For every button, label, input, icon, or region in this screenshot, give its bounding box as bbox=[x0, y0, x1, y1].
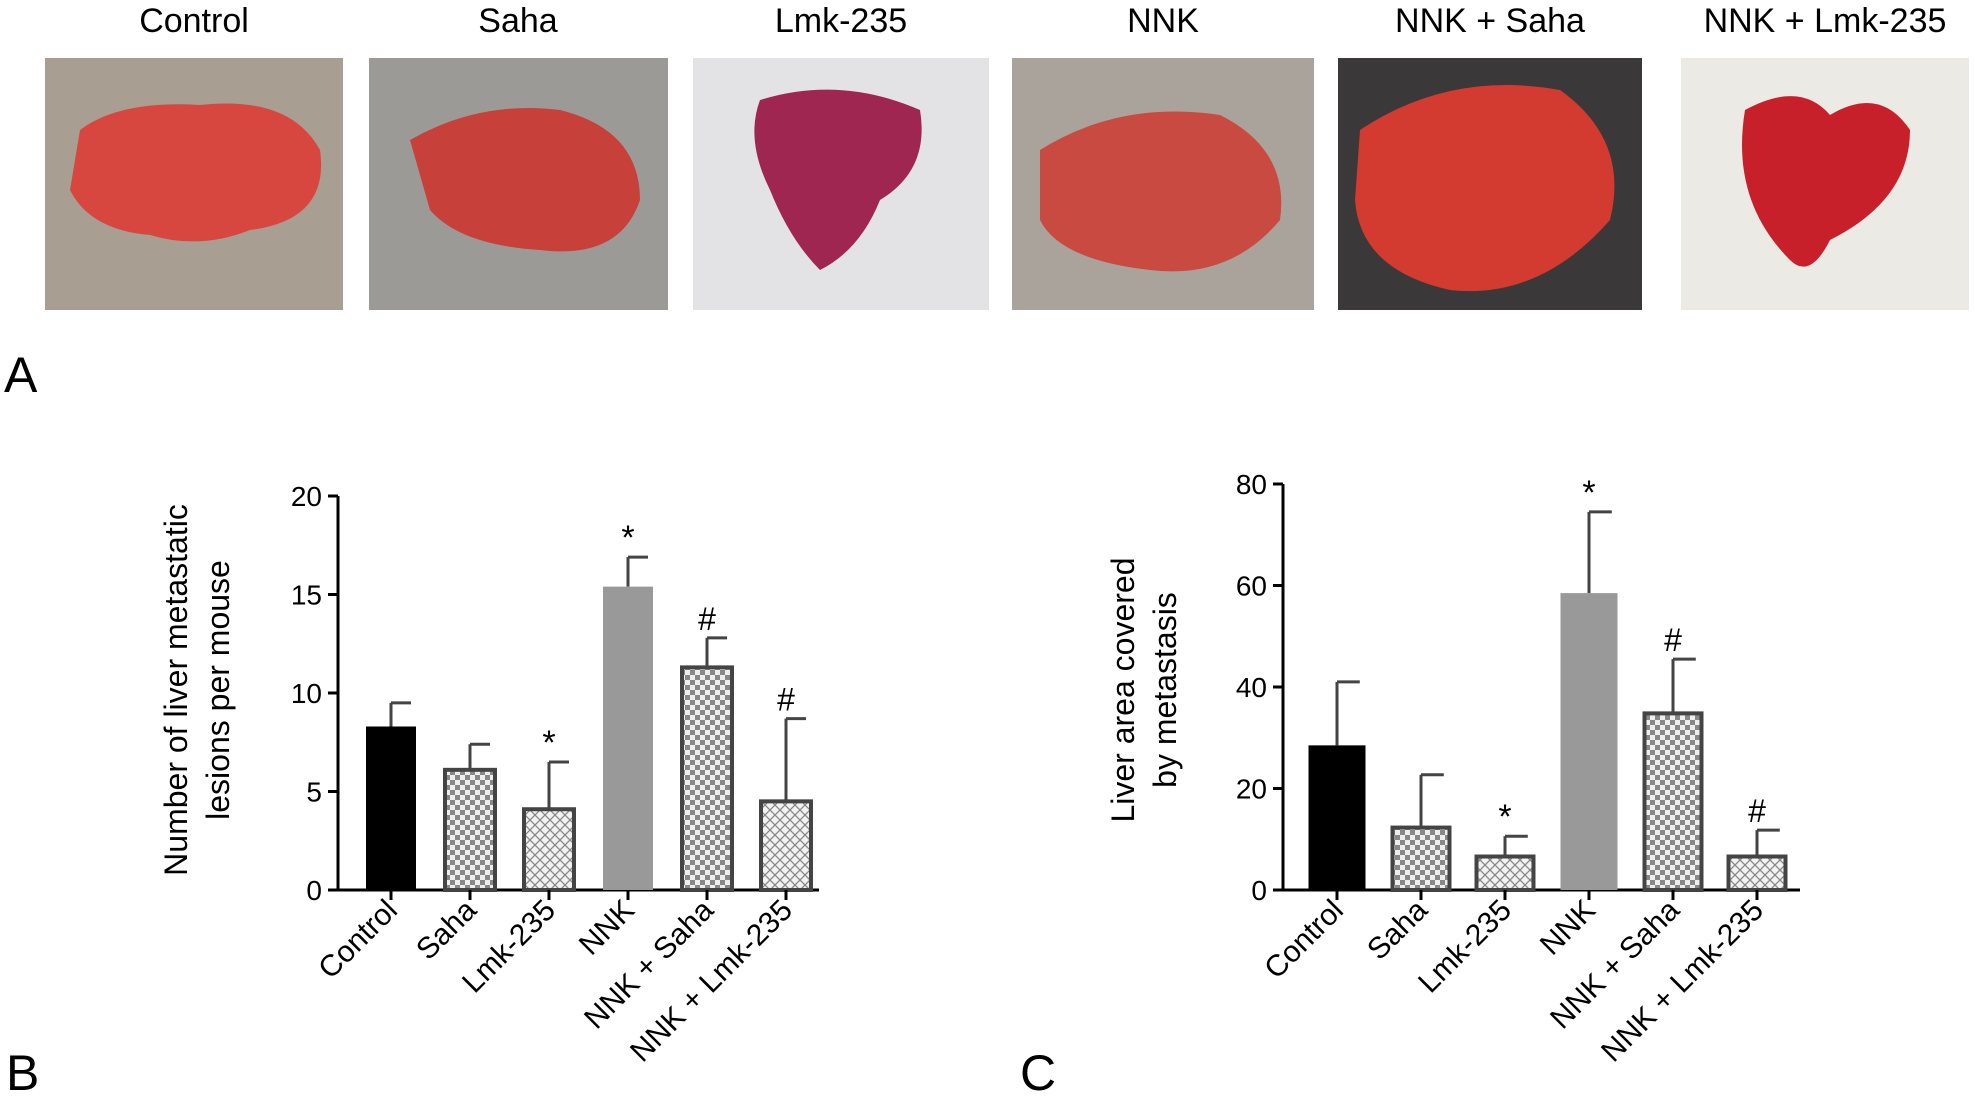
y-axis-label-line: lesions per mouse bbox=[200, 560, 236, 820]
photo bbox=[1012, 58, 1314, 310]
y-axis-label-line: by metastasis bbox=[1147, 592, 1183, 788]
y-axis-label-line: Number of liver metastatic bbox=[158, 504, 194, 876]
bar bbox=[603, 586, 653, 890]
x-tick-label: Control bbox=[1258, 894, 1350, 986]
bar bbox=[759, 799, 813, 892]
annotation: # bbox=[698, 601, 716, 637]
photo-caption: NNK + Saha bbox=[1395, 2, 1585, 40]
x-tick-label: Saha bbox=[410, 893, 483, 966]
bar bbox=[522, 807, 576, 892]
bar bbox=[1726, 854, 1788, 893]
y-tick-label: 5 bbox=[306, 777, 322, 808]
photo-caption: NNK bbox=[1127, 2, 1199, 40]
photo-panel bbox=[45, 58, 1969, 310]
photo-caption: Saha bbox=[478, 2, 557, 40]
y-axis-label: Liver area covered by metastasis bbox=[1105, 557, 1183, 822]
x-tick-label: Saha bbox=[1361, 893, 1434, 966]
y-tick-label: 15 bbox=[291, 580, 322, 611]
bar bbox=[366, 726, 416, 890]
y-tick-label: 80 bbox=[1236, 469, 1267, 500]
y-tick-label: 0 bbox=[306, 875, 322, 906]
annotation: * bbox=[542, 724, 555, 762]
annotation: * bbox=[1498, 798, 1511, 836]
x-tick-label: Control bbox=[312, 894, 404, 986]
bar bbox=[1390, 825, 1452, 893]
panel-label: A bbox=[4, 347, 38, 403]
photo-caption: Control bbox=[139, 2, 249, 40]
y-tick-label: 10 bbox=[291, 678, 322, 709]
photo bbox=[1681, 58, 1969, 310]
bar bbox=[1474, 854, 1536, 893]
annotation: # bbox=[777, 682, 795, 718]
panel-label: B bbox=[6, 1045, 39, 1098]
photo bbox=[45, 58, 343, 310]
photo bbox=[1338, 58, 1642, 310]
bar bbox=[680, 665, 734, 893]
x-tick-label: NNK bbox=[1534, 894, 1602, 962]
photo bbox=[693, 58, 989, 310]
annotation: # bbox=[1664, 622, 1682, 658]
photo-caption: NNK + Lmk-235 bbox=[1704, 2, 1947, 40]
bar bbox=[443, 767, 497, 893]
y-axis-label-line: Liver area covered bbox=[1105, 557, 1141, 822]
photo-caption: Lmk-235 bbox=[775, 2, 907, 40]
bar bbox=[1308, 745, 1366, 890]
y-tick-label: 60 bbox=[1236, 571, 1267, 602]
bar bbox=[1560, 593, 1618, 890]
annotation: * bbox=[1582, 474, 1595, 512]
y-tick-label: 20 bbox=[1236, 774, 1267, 805]
annotation: * bbox=[621, 519, 634, 557]
x-tick-label: NNK bbox=[573, 894, 641, 962]
y-tick-label: 0 bbox=[1251, 875, 1267, 906]
x-tick-label: Lmk-235 bbox=[1412, 894, 1518, 1000]
y-tick-label: 20 bbox=[291, 481, 322, 512]
y-tick-label: 40 bbox=[1236, 672, 1267, 703]
y-axis-label: Number of liver metastatic lesions per mo… bbox=[158, 504, 236, 876]
bar bbox=[1642, 711, 1704, 893]
panel-label: C bbox=[1020, 1045, 1056, 1098]
photo bbox=[369, 58, 668, 310]
annotation: # bbox=[1748, 793, 1766, 829]
